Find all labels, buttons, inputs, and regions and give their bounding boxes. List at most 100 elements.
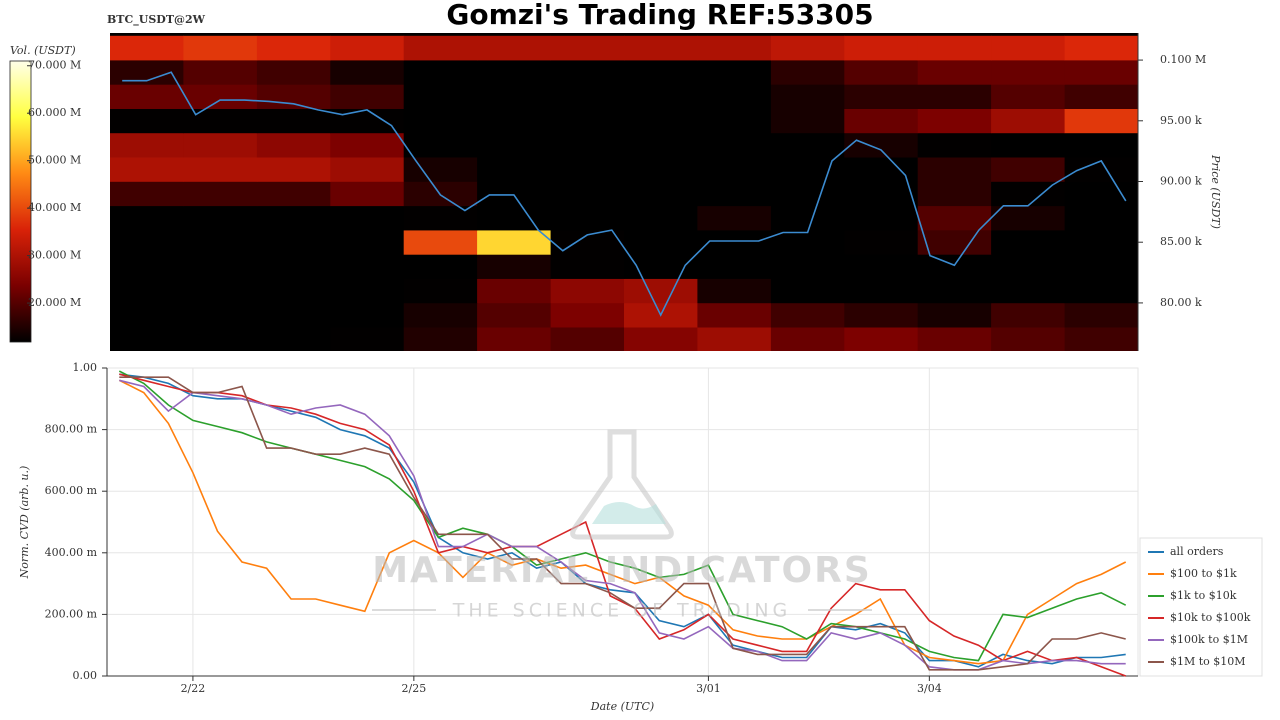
heatmap-cell — [256, 302, 331, 328]
heatmap-cell — [770, 302, 845, 328]
heatmap-cell — [550, 108, 625, 134]
heatmap-cell — [330, 254, 405, 279]
heatmap-cell — [991, 181, 1065, 207]
heatmap-cell — [917, 35, 992, 61]
heatmap-cell — [697, 230, 772, 255]
heatmap-cell — [770, 230, 845, 255]
legend-label: $1k to $10k — [1170, 589, 1237, 602]
heatmap-cell — [844, 35, 919, 61]
series-line — [118, 379, 1127, 665]
heatmap-cell — [624, 108, 698, 134]
colorbar-tick-label: 50.000 M — [28, 154, 81, 167]
heatmap-cell — [624, 35, 698, 61]
heatmap-cell — [477, 132, 551, 158]
heatmap-cell — [1064, 327, 1138, 351]
legend-label: $1M to $10M — [1170, 655, 1246, 668]
legend: all orders $100 to $1k $1k to $10k $10k to … — [1139, 537, 1263, 677]
heatmap-cell — [991, 230, 1065, 255]
heatmap-cell — [991, 132, 1065, 158]
heatmap-cell — [917, 60, 992, 85]
heatmap-cell — [770, 181, 845, 207]
colorbar — [9, 60, 32, 343]
colorbar-tick-label: 20.000 M — [28, 296, 81, 309]
heatmap-cell — [697, 302, 772, 328]
heatmap-cell — [1064, 60, 1138, 85]
heatmap-cell — [550, 254, 625, 279]
heatmap-cell — [110, 35, 184, 61]
heatmap-cell — [183, 60, 258, 85]
heatmap-cell — [330, 132, 405, 158]
colorbar-tick-label: 30.000 M — [28, 249, 81, 262]
heatmap-cell — [624, 181, 698, 207]
y-tick-label: 400.00 m — [45, 546, 98, 559]
heatmap-cell — [697, 327, 772, 351]
heatmap-cell — [550, 132, 625, 158]
heatmap-cell — [403, 181, 478, 207]
legend-label: all orders — [1170, 545, 1224, 558]
heatmap-cell — [330, 205, 405, 231]
heatmap-cell — [697, 181, 772, 207]
heatmap-cell — [844, 302, 919, 328]
heatmap-cell — [256, 157, 331, 182]
heatmap-cell — [403, 157, 478, 182]
heatmap-cell — [991, 60, 1065, 85]
heatmap-cell — [256, 205, 331, 231]
charts: 80.00 k 85.00 k 90.00 k 95.00 k 0.100 M Price… — [9, 13, 1263, 713]
heatmap-cell — [1064, 108, 1138, 134]
heatmap-cell — [844, 84, 919, 109]
heatmap-cell — [770, 157, 845, 182]
heatmap-cell — [256, 108, 331, 134]
heatmap-cell — [697, 205, 772, 231]
heatmap-cell — [183, 205, 258, 231]
heatmap-cell — [844, 108, 919, 134]
heatmap-cell — [844, 60, 919, 85]
heatmap-cell — [183, 254, 258, 279]
heatmap-cell — [917, 254, 992, 279]
y-tick-label: 0.100 M — [1160, 53, 1206, 66]
heatmap-cell — [330, 302, 405, 328]
heatmap-cell — [550, 302, 625, 328]
heatmap-cell — [697, 84, 772, 109]
x-tick-label: 2/22 — [181, 682, 206, 695]
heatmap-cell — [917, 302, 992, 328]
heatmap-cell — [770, 327, 845, 351]
heatmap-cell — [477, 278, 551, 304]
heatmap-cell — [991, 302, 1065, 328]
heatmap-cell — [917, 84, 992, 109]
y-tick-label: 85.00 k — [1160, 235, 1202, 248]
price-line — [122, 71, 1127, 317]
heatmap-cell — [770, 35, 845, 61]
watermark-liquid — [592, 502, 666, 524]
heatmap-cell — [256, 132, 331, 158]
heatmap-cell — [1064, 205, 1138, 231]
heatmap-cell — [624, 157, 698, 182]
heatmap-cell — [183, 327, 258, 351]
heatmap-cell — [256, 35, 331, 61]
heatmap-cell — [917, 181, 992, 207]
heatmap-cell — [403, 60, 478, 85]
heatmap-cell — [550, 35, 625, 61]
heatmap-cell — [183, 108, 258, 134]
heatmap-cell — [770, 278, 845, 304]
heatmap-cell — [256, 278, 331, 304]
heatmap-cell — [1064, 230, 1138, 255]
heatmap-cell — [844, 327, 919, 351]
heatmap-cell — [550, 60, 625, 85]
heatmap-cell — [330, 278, 405, 304]
heatmap-cell — [624, 60, 698, 85]
heatmap-cell — [991, 108, 1065, 134]
heatmap-cell — [697, 108, 772, 134]
legend-label: $100k to $1M — [1170, 633, 1248, 646]
legend-label: $10k to $100k — [1170, 611, 1251, 624]
heatmap-cell — [1064, 302, 1138, 328]
heatmap-cell — [697, 157, 772, 182]
heatmap-cell — [550, 205, 625, 231]
heatmap-cell — [991, 35, 1065, 61]
heatmap-cell — [110, 254, 184, 279]
y-tick-label: 600.00 m — [45, 484, 98, 497]
heatmap-cell — [110, 84, 184, 109]
colorbar-title: Vol. (USDT) — [10, 44, 76, 57]
heatmap-cell — [991, 278, 1065, 304]
y-tick-label: 95.00 k — [1160, 114, 1202, 127]
